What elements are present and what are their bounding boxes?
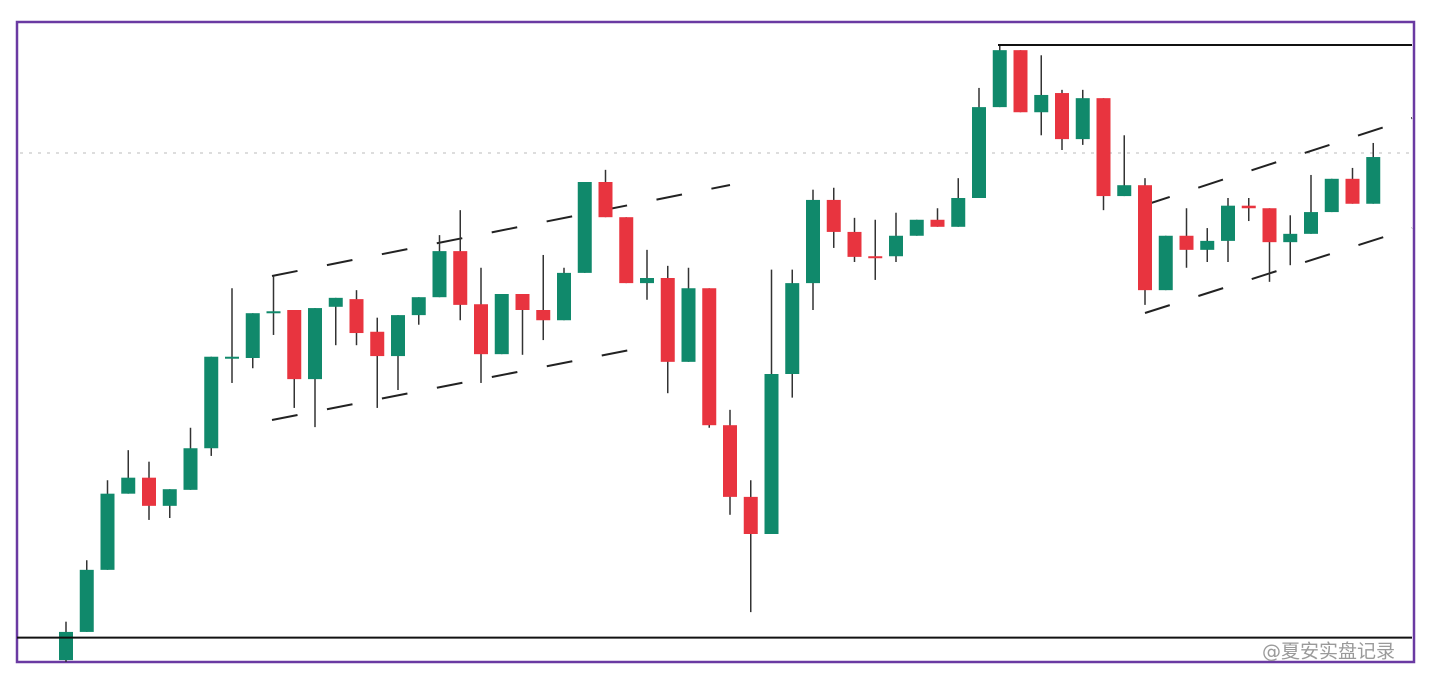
candle-body <box>349 299 364 334</box>
candle-body <box>619 217 634 284</box>
candle-body <box>411 297 426 316</box>
candle-body <box>204 356 219 449</box>
candle-body <box>806 199 820 284</box>
watermark: @夏安实盘记录 <box>1262 641 1395 663</box>
candle-body <box>1200 240 1215 250</box>
channel-lower <box>271 347 641 421</box>
candle-body <box>1034 94 1049 113</box>
candle-body <box>308 308 322 380</box>
candle-body <box>474 304 488 355</box>
channel-lower <box>1144 227 1413 314</box>
candle-body <box>826 199 841 232</box>
candle-body <box>847 231 862 257</box>
candle-body <box>909 219 924 236</box>
candle-body <box>557 272 571 321</box>
candle-body <box>660 278 675 362</box>
candle-body <box>370 331 385 357</box>
candle-body <box>868 256 883 259</box>
channel-upper <box>271 184 731 277</box>
candle-body <box>972 107 986 198</box>
candle-body <box>1179 235 1194 250</box>
candle-body <box>432 251 447 298</box>
candle-body <box>391 315 405 357</box>
candle-body <box>453 251 468 305</box>
candle-body <box>162 489 177 506</box>
candle-body <box>1117 185 1132 197</box>
candle-body <box>723 425 737 497</box>
candle-body <box>930 219 945 227</box>
candle-body <box>1262 208 1277 243</box>
candle-body <box>743 496 758 534</box>
candle-body <box>266 311 281 314</box>
candle-body <box>245 313 260 358</box>
candle-body <box>100 493 115 570</box>
candle-body <box>536 310 551 321</box>
candle-body <box>1138 185 1152 291</box>
candle-body <box>951 198 966 227</box>
candle-body <box>183 448 198 490</box>
candle-body <box>764 374 779 534</box>
candle-body <box>1013 50 1028 113</box>
candle-body <box>328 297 343 307</box>
candle-body <box>1096 98 1111 197</box>
candle-body <box>889 235 903 257</box>
candle-body <box>79 569 94 632</box>
candle-body <box>225 356 239 359</box>
candle-body <box>1158 235 1173 291</box>
candle-body <box>1304 212 1318 234</box>
candle-body <box>121 477 136 494</box>
candle-body <box>142 477 156 506</box>
candle-body <box>287 310 302 380</box>
candle-body <box>1075 98 1090 140</box>
candle-body <box>515 294 530 310</box>
candle-body <box>577 182 592 273</box>
candle-body <box>1345 178 1360 204</box>
candle-body <box>681 288 696 362</box>
channel-upper <box>1144 117 1413 206</box>
candle-body <box>1366 157 1381 204</box>
candle-body <box>1283 233 1298 243</box>
candle-body <box>785 283 800 374</box>
candle-body <box>640 278 654 284</box>
candle-body <box>59 631 73 661</box>
candle-body <box>702 288 717 426</box>
candle-body <box>1055 93 1069 140</box>
channel-lines <box>271 117 1413 421</box>
candle-body <box>1221 205 1235 241</box>
candle-body <box>494 294 509 355</box>
candle-body <box>598 182 613 218</box>
candle-body <box>1324 178 1339 213</box>
candle-body <box>1241 205 1256 209</box>
candle-body <box>992 50 1007 108</box>
